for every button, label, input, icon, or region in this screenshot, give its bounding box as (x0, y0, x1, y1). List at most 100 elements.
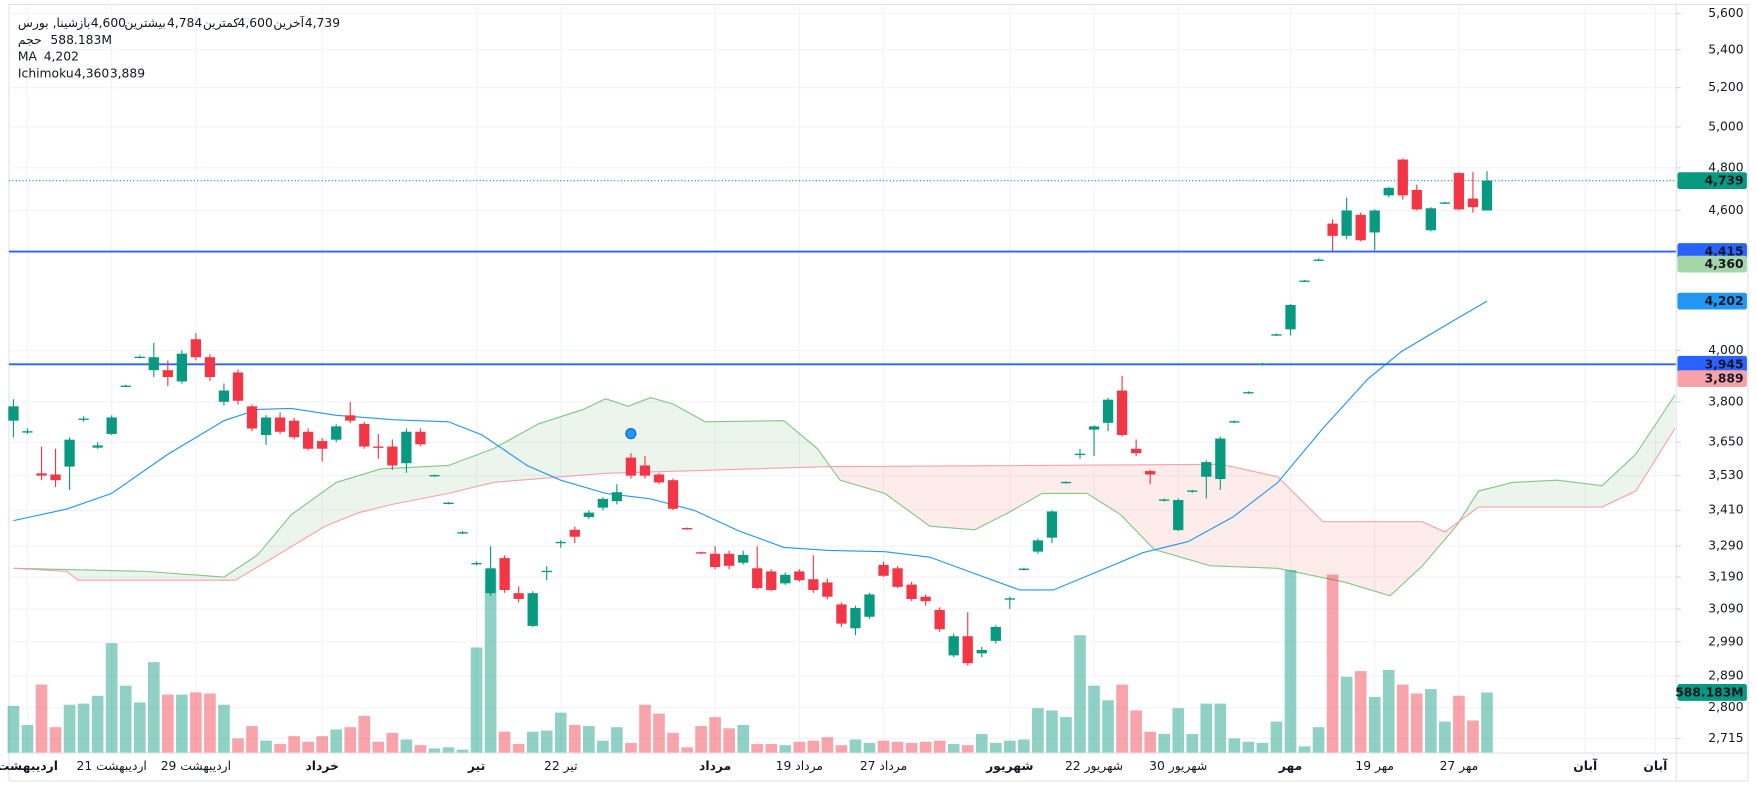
candle-body (611, 492, 623, 502)
candle-body (1004, 598, 1015, 600)
volume-bar (456, 749, 469, 754)
candles (8, 158, 1493, 666)
volume-bar (1200, 703, 1213, 754)
volume-bar (1116, 684, 1128, 754)
volume-bar (372, 741, 385, 754)
volume-bar (316, 736, 329, 754)
x-tick-label: 19 مهر (1355, 759, 1394, 774)
legend-volume-label: حجم (18, 33, 42, 47)
volume-bar (147, 662, 160, 754)
candle-body (1355, 214, 1366, 241)
volume-bar (737, 725, 750, 754)
candle-body (471, 563, 482, 565)
y-tick-label: 3,650 (1708, 435, 1743, 449)
candle-body (1285, 304, 1296, 330)
volume-bar (1046, 710, 1058, 754)
candle-body (1411, 189, 1422, 210)
legend-volume: 588.183M (50, 33, 112, 47)
candle-body (1299, 280, 1310, 282)
candle-body (1173, 500, 1184, 531)
candle-body (218, 390, 230, 402)
candle-body (1060, 481, 1072, 484)
volume-bar (49, 727, 62, 754)
x-tick-label: 21 اردیبهشت (77, 759, 147, 774)
volume-bar (302, 741, 314, 754)
y-tick-label: 4,600 (1708, 203, 1743, 217)
volume-bar (1340, 676, 1353, 754)
volume-bar (779, 745, 792, 754)
volume-bar (961, 745, 974, 754)
y-tick-label: 4,000 (1708, 343, 1743, 357)
volume-bar (1312, 727, 1325, 754)
candle-body (794, 571, 805, 581)
legend-symbol: شینا, بورس (18, 16, 78, 31)
candle-body (569, 529, 580, 537)
volume-bar (1256, 742, 1269, 754)
legend-ichimoku-name: Ichimoku (18, 66, 74, 80)
ichimoku-span-a (13, 394, 1676, 597)
volume-bar (190, 692, 202, 754)
volume-bar (1102, 700, 1114, 754)
candle-body (457, 532, 468, 534)
y-tick-label: 3,530 (1708, 468, 1743, 482)
volume-bar (639, 704, 651, 754)
candle-body (429, 475, 440, 477)
volume-bar (1326, 574, 1339, 754)
axes: 5,600 5,400 5,200 5,000 4,800 4,600 4,000 3,800… (0, 6, 1744, 774)
candle-body (176, 353, 188, 382)
volume-badge: 588.183M (1675, 686, 1743, 700)
candle-body (555, 541, 566, 544)
event-marker[interactable] (625, 428, 637, 440)
candle-body (92, 445, 103, 448)
volume-bar (863, 742, 876, 754)
volume-bar (386, 732, 399, 754)
legend-ma-name: MA (18, 50, 38, 64)
volume-bar (176, 694, 188, 754)
x-tick-label: 19 مرداد (776, 759, 823, 774)
y-tick-label: 2,890 (1708, 668, 1743, 682)
candle-body (1145, 471, 1156, 475)
y-tick-label: 3,800 (1708, 394, 1743, 408)
volume-bar (1074, 635, 1086, 754)
x-tick-label: 29 اردیبهشت (161, 759, 231, 774)
candle-body (232, 372, 244, 401)
volume-bar (1481, 692, 1493, 754)
volume-bar (414, 745, 427, 754)
volume-bar (919, 741, 932, 754)
volume-bar (526, 731, 539, 754)
volume-bar (1228, 738, 1241, 754)
candle-body (1102, 399, 1114, 423)
candle-body (204, 357, 216, 378)
volume-bar (288, 736, 300, 754)
ichimoku-a-badge: 4,360 (1705, 257, 1744, 271)
volume-bar (1088, 685, 1100, 754)
last-price-badge-bg (1677, 172, 1747, 190)
y-tick-label: 3,290 (1708, 539, 1743, 553)
volume-bar (204, 693, 216, 754)
volume-bar (1242, 741, 1255, 754)
volume-bar (484, 570, 497, 754)
candle-body (1439, 202, 1451, 204)
volume-bar (35, 684, 48, 754)
volume-bar (1144, 731, 1156, 754)
chart-frame (8, 3, 1749, 782)
x-tick-label: 30 شهریور (1149, 759, 1207, 774)
legend-close: 4,739 (305, 16, 340, 30)
volume-bar (77, 703, 90, 754)
grid (8, 5, 1677, 754)
y-tick-label: 3,190 (1708, 570, 1743, 584)
candle-body (1018, 568, 1030, 570)
volume-bar (400, 739, 413, 754)
volume-bar (1284, 570, 1297, 754)
volume-bar (877, 740, 890, 754)
candle-body (1467, 198, 1479, 208)
volume-bar (246, 726, 258, 754)
volume-bar (1270, 721, 1283, 754)
candle-body (499, 558, 510, 591)
volume-bar (765, 744, 778, 754)
volume-bar (947, 744, 960, 754)
candle-body (724, 553, 735, 566)
volume-bar (597, 740, 609, 754)
candle-body (920, 596, 931, 602)
